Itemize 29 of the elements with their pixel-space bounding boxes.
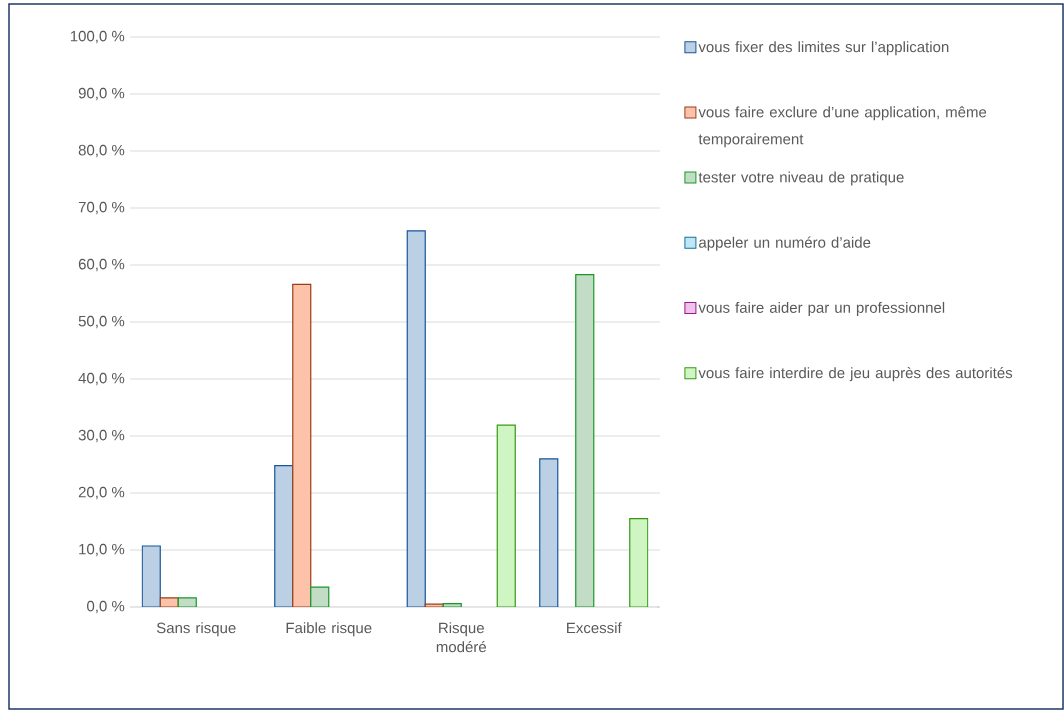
y-tick-label: 10,0 % [79, 543, 125, 557]
legend-label: vous faire exclure d’une application, même temporairement [698, 106, 987, 148]
y-tick-label: 30,0 % [78, 429, 125, 443]
x-tick-label: Excessif [567, 622, 622, 634]
bar [274, 465, 294, 607]
y-tick-label: 20,0 % [78, 486, 125, 500]
bar [406, 230, 426, 607]
legend-label: vous faire interdire de jeu auprès des autorités [698, 367, 1013, 382]
y-tick-label: 100,0 % [70, 30, 125, 44]
x-tick-label: Faible risque [286, 622, 372, 637]
legend-label: vous faire aider par un professionnel [698, 301, 945, 316]
y-tick-label: 40,0 % [78, 372, 125, 386]
bar [292, 283, 312, 607]
legend-label: tester votre niveau de pratique [698, 171, 904, 186]
bar [629, 518, 649, 607]
legend-label: appeler un numéro d’aide [699, 236, 871, 251]
x-tick-label: Risque modéré [436, 622, 487, 653]
x-tick-label: Sans risque [156, 622, 236, 637]
bar [539, 458, 559, 607]
y-tick-label: 60,0 % [78, 258, 125, 272]
y-tick-label: 50,0 % [78, 315, 125, 329]
y-tick-label: 90,0 % [78, 87, 125, 101]
y-tick-label: 70,0 % [78, 201, 125, 215]
y-tick-label: 80,0 % [78, 144, 125, 158]
legend-label: vous fixer des limites sur l’application [698, 41, 949, 56]
bar [575, 274, 595, 607]
bar [496, 424, 516, 607]
y-tick-label: 0,0 % [87, 600, 125, 614]
bar [141, 545, 161, 607]
